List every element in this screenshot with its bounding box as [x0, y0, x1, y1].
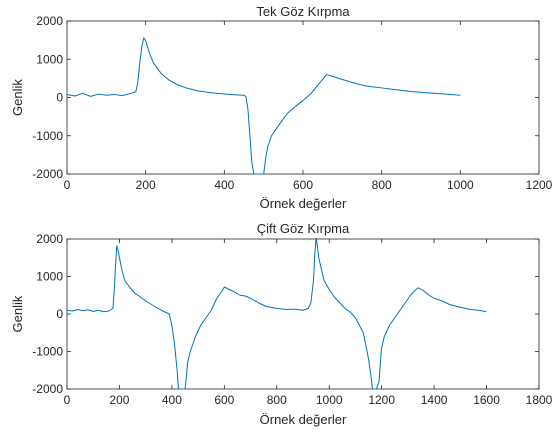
- y-tick-label: 0: [56, 307, 63, 321]
- plot-area-frame: [66, 238, 540, 390]
- y-tick-label: -2000: [32, 167, 63, 181]
- x-tick-label: 600: [214, 393, 234, 407]
- x-tick-label: 1200: [526, 178, 553, 192]
- y-tick-label: 1000: [36, 270, 63, 284]
- x-axis-label: Örnek değerler: [260, 412, 347, 427]
- x-tick-label: 400: [214, 178, 234, 192]
- y-tick-label: 2000: [36, 232, 63, 246]
- chart-title: Tek Göz Kırpma: [256, 4, 350, 19]
- y-axis-label: Genlik: [10, 295, 25, 332]
- y-tick-label: 1000: [36, 52, 63, 66]
- y-tick-label: 2000: [36, 14, 63, 28]
- x-tick-label: 1000: [316, 393, 343, 407]
- x-tick-label: 1800: [526, 393, 553, 407]
- chart-title: Çift Göz Kırpma: [257, 221, 350, 236]
- x-tick-label: 600: [293, 178, 313, 192]
- y-tick-label: -1000: [32, 129, 63, 143]
- x-axis-label: Örnek değerler: [260, 196, 347, 211]
- x-tick-label: 0: [64, 393, 71, 407]
- chart-panel-1: 0 200 400 600 800 1000 1200 -2000 -1000 0 1000 2000…: [10, 4, 553, 211]
- y-tick-label: -2000: [32, 382, 63, 396]
- x-tick-label: 0: [64, 178, 71, 192]
- plot-area-frame: [66, 20, 540, 175]
- x-tick-label: 800: [267, 393, 287, 407]
- x-tick-label: 400: [162, 393, 182, 407]
- y-tick-label: 0: [56, 91, 63, 105]
- x-tick-label: 1400: [421, 393, 448, 407]
- x-tick-label: 800: [372, 178, 392, 192]
- x-tick-label: 200: [109, 393, 129, 407]
- series-line-1: [67, 238, 487, 390]
- y-tick-label: -1000: [32, 345, 63, 359]
- series-line-1: [67, 37, 461, 175]
- x-tick-label: 1200: [368, 393, 395, 407]
- y-axis-label: Genlik: [10, 79, 25, 116]
- x-tick-label: 1000: [447, 178, 474, 192]
- x-tick-label: 200: [136, 178, 156, 192]
- x-tick-label: 1600: [473, 393, 500, 407]
- chart-panel-2: 0 200 400 600 800 1000 1200 1400 1600 1800 -2000 -1…: [10, 221, 553, 427]
